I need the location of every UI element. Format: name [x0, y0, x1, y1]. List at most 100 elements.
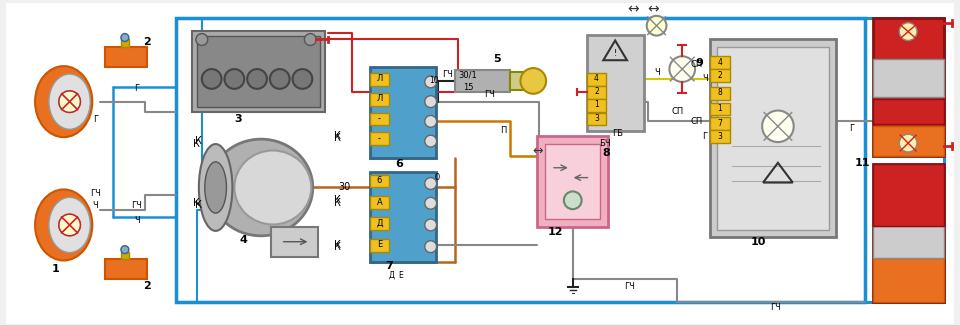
Text: К: К [333, 131, 341, 141]
Text: К: К [193, 198, 201, 208]
Text: ГЧ: ГЧ [625, 282, 636, 291]
Text: Ч: Ч [92, 201, 98, 210]
Text: Ч: Ч [655, 68, 660, 77]
Circle shape [424, 135, 437, 147]
Ellipse shape [36, 189, 92, 260]
Text: 4: 4 [594, 74, 599, 84]
Text: 4: 4 [717, 58, 722, 67]
Text: А: А [376, 198, 382, 207]
Bar [873, 164, 944, 226]
Text: 1: 1 [52, 264, 60, 274]
Text: 15: 15 [463, 83, 473, 92]
Bar [587, 112, 607, 125]
Text: ГБ: ГБ [612, 129, 624, 138]
Text: 0: 0 [435, 173, 441, 182]
Text: СП: СП [671, 107, 684, 116]
Text: 10: 10 [429, 76, 439, 85]
Bar [873, 226, 944, 257]
Text: ГЧ: ГЧ [132, 201, 142, 210]
Text: ГЧ: ГЧ [442, 70, 453, 79]
Circle shape [424, 219, 437, 231]
Text: 12: 12 [547, 227, 563, 237]
Bar [370, 172, 436, 263]
Bar [709, 117, 730, 130]
Text: 2: 2 [594, 87, 599, 96]
Text: ↔: ↔ [647, 3, 659, 17]
Text: 10: 10 [751, 237, 766, 247]
Polygon shape [106, 47, 147, 67]
Text: Е: Е [376, 240, 382, 249]
Text: Д: Д [388, 271, 395, 280]
Bar [873, 18, 944, 156]
Bar [121, 252, 129, 259]
Bar [709, 40, 836, 237]
Text: 11: 11 [855, 158, 871, 168]
Text: К: К [333, 242, 341, 252]
Text: 9: 9 [695, 58, 703, 68]
Text: -: - [378, 114, 381, 123]
Text: 30/1: 30/1 [459, 71, 477, 80]
Bar [873, 59, 944, 97]
Text: К: К [333, 240, 341, 250]
Bar [370, 132, 389, 145]
Circle shape [270, 69, 290, 89]
Bar [587, 86, 607, 99]
Bar [587, 73, 607, 86]
Circle shape [424, 241, 437, 253]
Text: СП: СП [691, 60, 703, 69]
Bar [873, 164, 944, 302]
Text: -: - [378, 134, 381, 143]
Text: Е: Е [398, 271, 403, 280]
Circle shape [304, 33, 316, 46]
Circle shape [900, 134, 917, 152]
Text: Г: Г [134, 84, 139, 93]
Bar [370, 112, 389, 125]
Text: Л: Л [376, 94, 383, 103]
Text: 2: 2 [717, 71, 722, 80]
Circle shape [520, 68, 546, 94]
Bar [455, 70, 510, 92]
Text: БЧ: БЧ [599, 138, 612, 148]
Bar [873, 257, 944, 302]
Text: К: К [333, 198, 341, 208]
Text: К: К [196, 200, 203, 210]
Bar [370, 93, 389, 106]
Text: 7: 7 [717, 119, 722, 128]
Bar [370, 239, 389, 252]
Ellipse shape [199, 144, 232, 231]
Circle shape [196, 33, 207, 46]
Text: К: К [196, 136, 203, 146]
Circle shape [59, 214, 81, 236]
Circle shape [647, 16, 666, 35]
Circle shape [424, 115, 437, 127]
Text: 3: 3 [594, 114, 599, 123]
Bar [271, 227, 318, 256]
Text: 1: 1 [717, 104, 722, 113]
Bar [370, 175, 389, 188]
Circle shape [424, 96, 437, 108]
Text: 30: 30 [339, 182, 351, 192]
Ellipse shape [234, 150, 311, 225]
Circle shape [564, 191, 582, 209]
Bar [192, 31, 325, 111]
Bar [538, 136, 609, 227]
Circle shape [293, 69, 312, 89]
Text: К: К [333, 133, 341, 143]
Circle shape [424, 177, 437, 189]
Text: Г: Г [93, 115, 98, 124]
Bar [873, 99, 944, 124]
Bar [587, 99, 607, 111]
Text: 1: 1 [594, 100, 599, 109]
Text: 5: 5 [492, 54, 500, 64]
Bar [709, 69, 730, 82]
Text: Ч: Ч [133, 215, 139, 225]
Bar [709, 130, 730, 143]
Bar [545, 144, 600, 219]
Circle shape [900, 23, 917, 41]
Text: 2: 2 [143, 37, 151, 47]
Text: ГЧ: ГЧ [90, 189, 101, 198]
Circle shape [121, 33, 129, 42]
Text: ↔: ↔ [532, 145, 542, 158]
Circle shape [762, 111, 794, 142]
Ellipse shape [204, 162, 227, 213]
